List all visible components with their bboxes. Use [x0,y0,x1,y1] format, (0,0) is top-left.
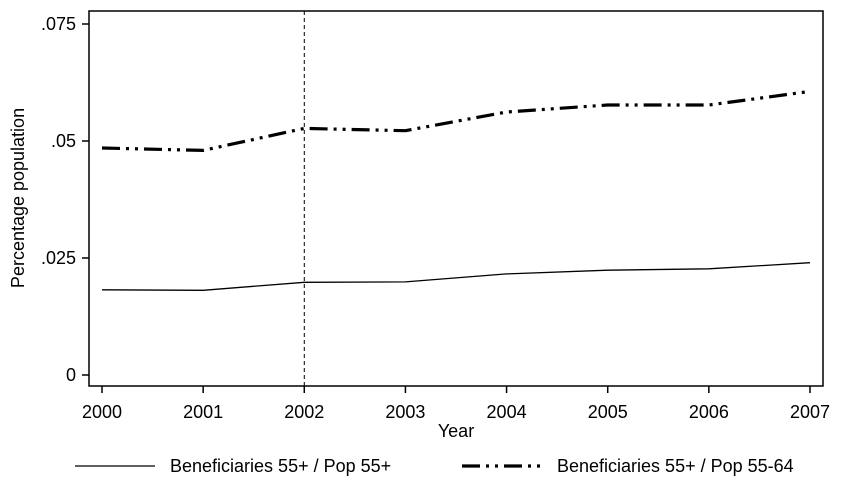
y-axis: 0 .025 .05 .075 [41,14,89,385]
x-tick-label: 2002 [284,402,324,422]
series-layer [101,89,811,291]
x-axis: 2000 2001 2002 2003 2004 2005 2006 2007 [82,386,830,422]
y-tick-label: .025 [41,248,76,268]
x-tick-label: 2001 [183,402,223,422]
y-tick-label: .05 [51,131,76,151]
legend-label-2: Beneficiaries 55+ / Pop 55-64 [557,456,794,476]
y-axis-title: Percentage population [8,108,28,288]
x-tick-label: 2000 [82,402,122,422]
x-tick-label: 2006 [689,402,729,422]
x-tick-label: 2007 [790,402,830,422]
legend-label-1: Beneficiaries 55+ / Pop 55+ [170,456,391,476]
legend: Beneficiaries 55+ / Pop 55+ Beneficiaries… [75,456,794,476]
y-tick-label: .075 [41,14,76,34]
series-line-2 [101,89,811,152]
x-axis-title: Year [438,421,474,441]
y-tick-label: 0 [66,365,76,385]
x-tick-label: 2005 [588,402,628,422]
x-tick-label: 2004 [487,402,527,422]
plot-frame [88,10,824,387]
x-tick-label: 2003 [385,402,425,422]
series-line-1 [101,262,811,291]
